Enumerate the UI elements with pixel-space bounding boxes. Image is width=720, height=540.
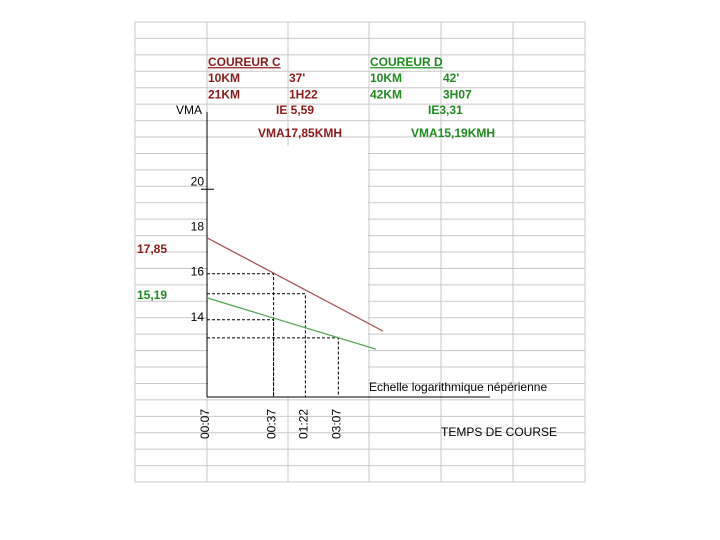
y-tick-label: 20 (191, 174, 205, 188)
runner-cell: 21KM (208, 88, 240, 102)
guide (207, 319, 275, 397)
runner-cell: 42' (443, 71, 459, 85)
runner-ie: IE 5,59 (276, 103, 314, 117)
runner-cell: 1H22 (289, 88, 318, 102)
x-tick-label: 01:22 (297, 409, 311, 439)
y-tick-label: 14 (191, 310, 205, 324)
value-label: 17,85 (137, 242, 167, 256)
runner-vma: VMA15,19KMH (411, 126, 495, 140)
x-axis-label: TEMPS DE COURSE (441, 425, 557, 439)
runner-cell: 3H07 (443, 88, 472, 102)
runner-cell: 42KM (370, 88, 402, 102)
y-axis-label: VMA (176, 103, 202, 117)
runner-cell: 37' (289, 71, 305, 85)
runner-vma: VMA17,85KMH (258, 126, 342, 140)
runner-cell: 10KM (208, 71, 240, 85)
runner-ie: IE3,31 (428, 103, 463, 117)
x-tick-label: 00:07 (198, 409, 212, 439)
y-tick-label: 16 (191, 265, 205, 279)
runner-cell: 10KM (370, 71, 402, 85)
guide (207, 293, 306, 397)
y-tick-label: 18 (191, 220, 205, 234)
runner-title: COUREUR D (370, 55, 443, 69)
annotation: Echelle logarithmique népérienne (369, 380, 547, 394)
value-label: 15,19 (137, 288, 167, 302)
x-tick-label: 03:07 (330, 409, 344, 439)
series-line (206, 237, 384, 332)
plot-area (208, 146, 368, 396)
runner-title: COUREUR C (208, 55, 281, 69)
series-line (206, 297, 377, 350)
x-tick-label: 00:37 (265, 409, 279, 439)
